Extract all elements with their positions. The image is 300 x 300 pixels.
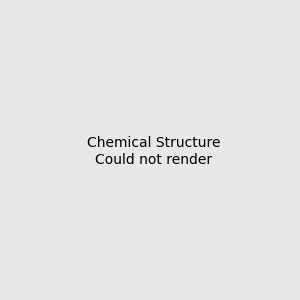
Text: Chemical Structure
Could not render: Chemical Structure Could not render [87, 136, 220, 166]
